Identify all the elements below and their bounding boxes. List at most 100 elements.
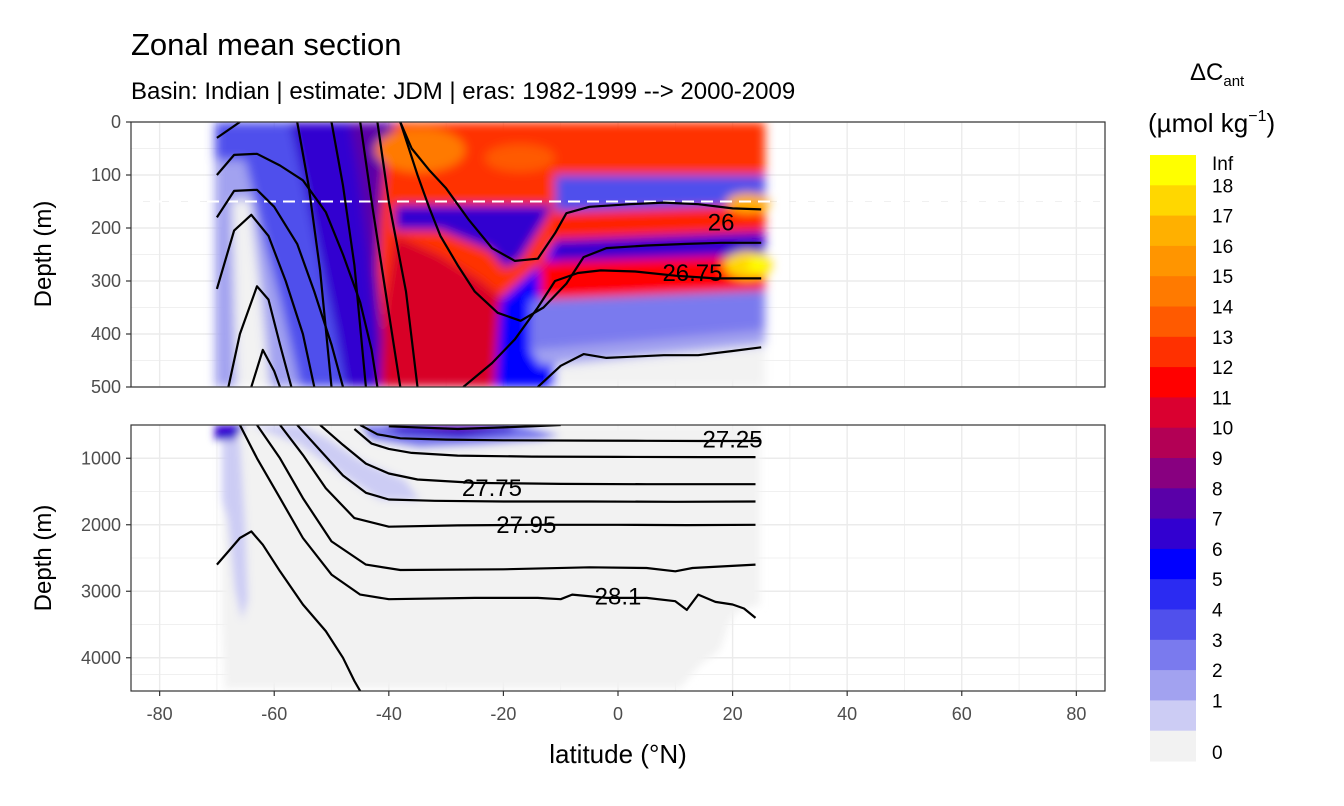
x-tick-label: -40 [376,704,402,724]
x-tick-label: -60 [261,704,287,724]
legend-label: 3 [1212,631,1223,652]
upper-y-axis: 0 100 200 300 400 500 [91,112,131,397]
legend-label: 0 [1212,743,1223,764]
upper-panel: 26 26.75 0 100 200 300 400 500 Depth (m) [30,112,1106,397]
x-axis-title: latitude (°N) [549,739,687,769]
x-tick-label: -20 [490,704,516,724]
isopycnal-line [250,348,282,387]
legend-label: 17 [1212,207,1233,228]
isopycnal-line [359,425,762,443]
isopycnal-label: 27.25 [703,427,763,454]
legend-swatch [1150,518,1196,550]
isopycnal-line [215,213,316,387]
x-tick-label: 0 [613,704,623,724]
legend-swatch [1150,700,1196,732]
isopycnal-line [216,152,379,387]
y-tick-label: 400 [91,324,121,344]
y-tick-label: 1000 [81,448,121,468]
isopycnal-line [462,269,762,387]
x-tick-label: 20 [723,704,743,724]
x-tick-label: -80 [147,704,173,724]
isopycnal-line [216,530,362,691]
isopycnal-line [227,285,293,387]
legend-label: 7 [1212,510,1223,531]
y-tick-label: 4000 [81,648,121,668]
legend-swatch [1150,458,1196,489]
legend-label: 9 [1212,449,1223,470]
y-tick-label: 3000 [81,581,121,601]
isopycnal-line [388,425,561,431]
legend-swatch [1150,730,1196,762]
legend-swatch [1150,670,1196,701]
upper-y-title: Depth (m) [30,201,57,308]
upper-isopycnal-labels: 26 26.75 [662,210,734,287]
isopycnal-label: 26.75 [662,260,722,287]
chart-title: Zonal mean section [131,27,402,62]
y-tick-label: 0 [111,112,121,132]
legend-label: 6 [1212,540,1223,561]
legend-swatch [1150,488,1196,520]
isopycnal-line [319,425,756,486]
legend-label: 5 [1212,570,1223,591]
lower-panel: 27.25 27.75 27.95 28.1 1000 2000 3000 4000 Dep… [30,424,1106,692]
lower-fill-field [215,425,760,690]
chart-subtitle: Basin: Indian | estimate: JDM | eras: 19… [131,78,795,105]
isopycnal-line [279,425,756,528]
legend-label: Inf [1212,154,1234,175]
legend-swatch [1150,155,1196,186]
upper-fill-field [215,122,772,387]
legend-unit-main: (µmol kg [1148,108,1248,138]
legend-swatch [1150,215,1196,247]
y-tick-label: 300 [91,271,121,291]
legend-swatch [1150,306,1196,338]
isopycnal-label: 26 [708,210,735,237]
y-tick-label: 200 [91,218,121,238]
y-tick-label: 500 [91,377,121,397]
legend-swatch [1150,639,1196,671]
legend-swatch [1150,609,1196,641]
legend-swatch [1150,579,1196,611]
legend-swatch [1150,427,1196,459]
upper-isopycnals [215,122,762,387]
colorbar-legend: ΔCant (µmol kg−1) Inf1817161514131211109… [1148,59,1275,764]
isopycnal-line [399,122,762,262]
legend-title-main: ΔC [1190,59,1223,86]
legend-label: 4 [1212,601,1223,622]
isopycnal-line [238,425,757,619]
x-axis: -80 -60 -40 -20 0 20 40 60 80 [147,691,1086,724]
legend-label: 2 [1212,661,1223,682]
isopycnal-line [359,122,402,387]
legend-label: 8 [1212,479,1223,500]
legend-label: 12 [1212,358,1233,379]
isopycnal-line [216,122,241,139]
lower-y-title: Depth (m) [30,505,57,612]
isopycnal-line [537,346,762,387]
legend-label: 11 [1212,388,1232,409]
y-tick-label: 100 [91,165,121,185]
isopycnal-line [256,425,756,573]
isopycnal-label: 28.1 [595,584,642,611]
isopycnal-line [296,122,333,387]
legend-unit-sup: −1 [1248,108,1266,125]
x-tick-label: 80 [1066,704,1086,724]
legend-unit-close: ) [1266,108,1275,138]
legend-swatch [1150,397,1196,429]
legend-swatch [1150,336,1196,368]
legend-label: 13 [1212,328,1233,349]
lower-isopycnal-labels: 27.25 27.75 27.95 28.1 [462,427,763,611]
isopycnal-label: 27.95 [496,512,556,539]
legend-swatch [1150,185,1196,217]
legend-label: 16 [1212,237,1233,258]
x-tick-label: 60 [952,704,972,724]
legend-label: 18 [1212,176,1233,197]
legend-swatch [1150,548,1196,580]
isopycnal-line [376,122,419,387]
legend-title: ΔCant [1190,59,1245,90]
legend-swatch [1150,276,1196,308]
legend-label: 15 [1212,267,1233,288]
isopycnal-line [215,188,345,387]
isopycnal-line [353,428,756,459]
isopycnal-line [296,425,756,503]
